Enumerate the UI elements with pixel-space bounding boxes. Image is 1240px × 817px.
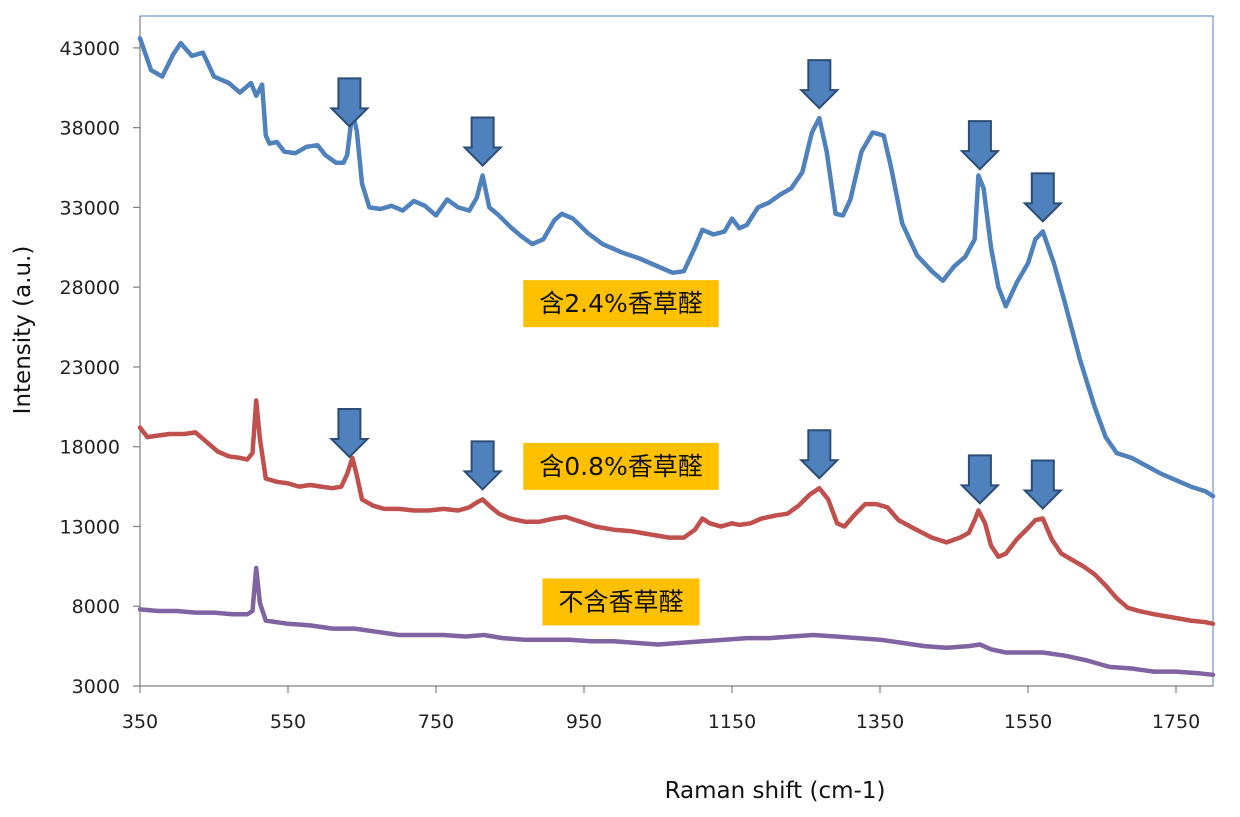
label-background (523, 442, 719, 490)
x-tick-label: 950 (566, 711, 602, 733)
y-axis-title: Intensity (a.u.) (10, 246, 36, 415)
peak-arrow-series1-1 (329, 77, 370, 128)
label-text: 含0.8%香草醛 (539, 452, 703, 481)
label-text: 含2.4%香草醛 (539, 289, 703, 318)
peak-arrow-series2-4 (959, 454, 1001, 505)
x-tick-label: 1150 (708, 711, 756, 733)
peak-arrow-series1-4 (959, 120, 1001, 171)
y-tick-label: 8000 (72, 596, 120, 618)
peak-arrow-series2-1 (329, 407, 370, 459)
y-tick-label: 3000 (72, 676, 120, 698)
label-text: 不含香草醛 (558, 587, 683, 616)
series-label-1: 含2.4%香草醛 (523, 280, 719, 328)
x-tick-label: 1750 (1152, 711, 1200, 733)
series-label-2: 含0.8%香草醛 (523, 442, 719, 490)
y-axis: 3000 8000 13000 18000 23000 28000 33000 38000 43… (60, 16, 141, 698)
y-tick-label: 28000 (60, 277, 120, 299)
x-tick-label: 550 (270, 711, 306, 733)
peak-arrow-series1-5 (1022, 172, 1064, 223)
peak-arrow-series2-5 (1022, 459, 1064, 510)
peak-arrow-series1-3 (798, 59, 840, 110)
series-label-3: 不含香草醛 (542, 578, 700, 626)
y-tick-label: 43000 (60, 38, 120, 60)
x-tick-label: 1550 (1004, 711, 1052, 733)
y-tick-label: 18000 (60, 437, 120, 459)
x-tick-label: 1350 (856, 711, 904, 733)
series-line-3 (137, 565, 1216, 678)
peak-arrow-series2-3 (798, 429, 840, 480)
series-layer (137, 36, 1216, 678)
peak-arrow-series2-2 (462, 440, 504, 491)
series-line-1 (137, 36, 1216, 499)
peak-arrow-series1-2 (462, 116, 504, 167)
y-tick-label: 33000 (60, 197, 120, 219)
label-background (523, 280, 719, 328)
y-tick-label: 38000 (60, 118, 120, 140)
label-background (542, 578, 700, 626)
y-tick-label: 23000 (60, 357, 120, 379)
peak-arrows (329, 59, 1064, 510)
x-tick-label: 750 (418, 711, 454, 733)
series-line-2 (137, 398, 1216, 627)
x-tick-label: 350 (122, 711, 158, 733)
y-tick-label: 13000 (60, 516, 120, 538)
x-axis-title: Raman shift (cm-1) (665, 778, 886, 804)
x-axis: 350 550 750 950 1150 1350 1550 1750 (122, 685, 1213, 733)
